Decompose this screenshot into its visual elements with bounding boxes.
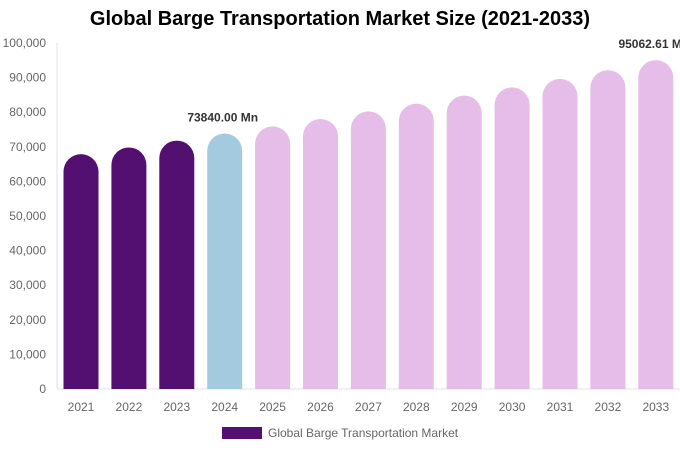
bar-2030 xyxy=(494,87,530,390)
x-tick-label: 2028 xyxy=(403,400,430,414)
y-tick-label: 10,000 xyxy=(9,347,46,361)
x-tick-label: 2032 xyxy=(595,400,622,414)
y-tick-label: 50,000 xyxy=(9,209,46,223)
bar-2026 xyxy=(303,118,338,389)
x-tick-label: 2026 xyxy=(307,400,334,414)
bar-2031 xyxy=(542,78,578,390)
y-tick-label: 80,000 xyxy=(9,105,46,119)
x-tick-label: 2025 xyxy=(259,400,286,414)
x-tick-label: 2030 xyxy=(499,400,526,414)
x-tick-label: 2031 xyxy=(547,400,574,414)
y-tick-label: 90,000 xyxy=(9,71,46,85)
legend-swatch xyxy=(222,427,262,439)
bar-2025 xyxy=(255,126,291,390)
bar-2032 xyxy=(590,70,626,390)
bar-2023 xyxy=(159,140,195,389)
bar-2024 xyxy=(207,133,243,389)
bar-2027 xyxy=(350,111,386,389)
bar-2021 xyxy=(63,154,99,389)
x-tick-label: 2024 xyxy=(211,400,238,414)
chart-title: Global Barge Transportation Market Size … xyxy=(89,8,591,30)
x-tick-label: 2022 xyxy=(116,400,143,414)
x-tick-label: 2021 xyxy=(68,400,95,414)
y-tick-label: 40,000 xyxy=(9,244,46,258)
bar-2033 xyxy=(638,60,674,389)
y-tick-label: 30,000 xyxy=(9,278,46,292)
x-tick-label: 2029 xyxy=(451,400,478,414)
y-tick-label: 100,000 xyxy=(3,36,47,50)
bar-2022 xyxy=(111,147,147,389)
legend-label: Global Barge Transportation Market xyxy=(268,426,459,440)
bar-2028 xyxy=(398,103,434,389)
y-tick-label: 60,000 xyxy=(9,174,46,188)
x-tick-label: 2033 xyxy=(642,400,669,414)
bar-2029 xyxy=(446,95,482,389)
x-tick-label: 2027 xyxy=(355,400,382,414)
x-tick-label: 2023 xyxy=(163,400,190,414)
legend: Global Barge Transportation Market xyxy=(222,426,458,440)
y-tick-label: 70,000 xyxy=(9,140,46,154)
data-label: 73840.00 Mn xyxy=(187,111,258,125)
data-label: 95062.61 Mn xyxy=(618,37,680,51)
y-tick-label: 0 xyxy=(39,382,46,396)
y-tick-label: 20,000 xyxy=(9,313,46,327)
